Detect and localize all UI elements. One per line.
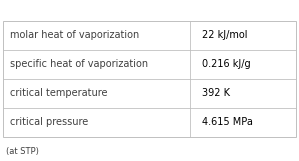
Text: 392 K: 392 K [202,88,230,98]
Text: molar heat of vaporization: molar heat of vaporization [10,30,140,40]
Text: critical pressure: critical pressure [10,117,89,127]
Text: (at STP): (at STP) [6,147,39,156]
Text: specific heat of vaporization: specific heat of vaporization [10,59,149,69]
Bar [3,21,296,137]
Text: 0.216 kJ/g: 0.216 kJ/g [202,59,251,69]
Text: 22 kJ/mol: 22 kJ/mol [202,30,247,40]
Text: 4.615 MPa: 4.615 MPa [202,117,253,127]
Text: critical temperature: critical temperature [10,88,108,98]
